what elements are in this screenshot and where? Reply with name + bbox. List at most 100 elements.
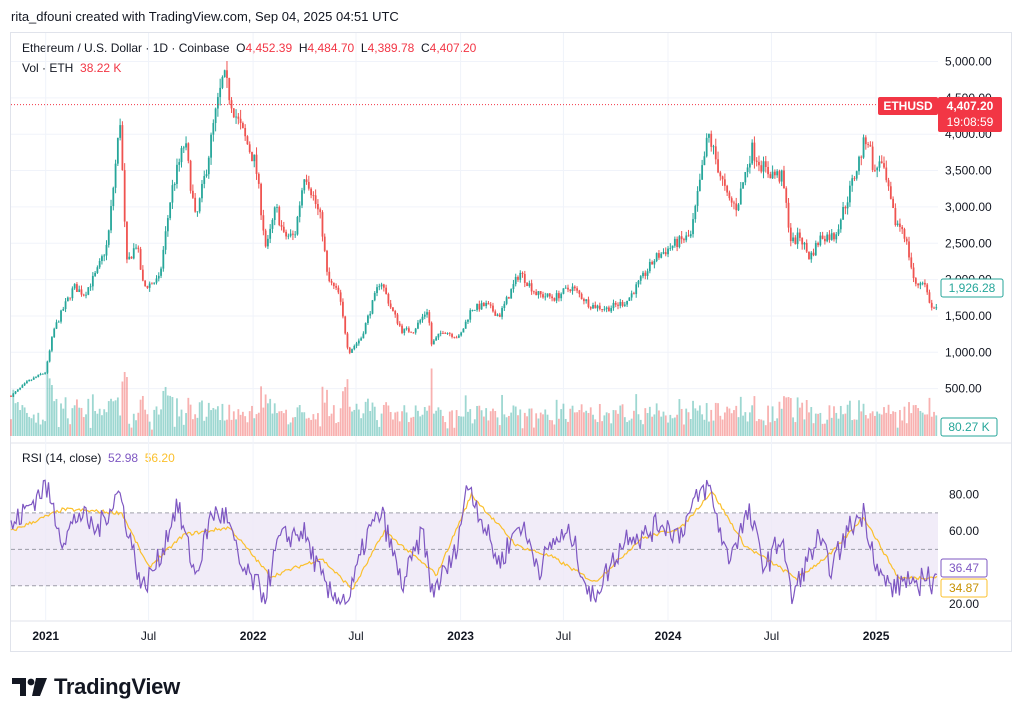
volume-bar bbox=[919, 410, 922, 436]
candle-body bbox=[594, 304, 597, 309]
candle-body bbox=[16, 389, 19, 392]
volume-bar bbox=[637, 414, 640, 436]
candle-body bbox=[128, 256, 131, 260]
candle-body bbox=[810, 252, 813, 260]
candle-body bbox=[421, 316, 424, 321]
volume-bar bbox=[55, 398, 58, 436]
candle-body bbox=[787, 202, 790, 228]
volume-bar bbox=[535, 413, 538, 436]
candle-body bbox=[505, 297, 508, 304]
price-tick-label: 1,000.00 bbox=[945, 345, 992, 359]
volume-bar bbox=[235, 419, 237, 436]
candle-body bbox=[276, 206, 278, 208]
volume-bar bbox=[216, 406, 219, 436]
candle-body bbox=[664, 252, 667, 255]
volume-bar bbox=[69, 424, 72, 436]
volume-bar bbox=[930, 416, 933, 436]
volume-bar bbox=[837, 418, 840, 436]
rsi-badge-bg bbox=[940, 558, 988, 578]
candle-body bbox=[676, 238, 679, 248]
candle-body bbox=[387, 293, 390, 304]
volume-bar bbox=[296, 407, 299, 436]
volume-bar bbox=[171, 397, 174, 436]
volume-bar bbox=[532, 427, 535, 436]
volume-bar bbox=[53, 401, 56, 436]
volume-bar bbox=[123, 371, 126, 436]
candle-body bbox=[480, 303, 483, 310]
volume-bar bbox=[492, 408, 494, 436]
volume-bar bbox=[683, 424, 685, 436]
volume-bar bbox=[751, 405, 754, 436]
volume-bar bbox=[342, 391, 344, 436]
volume-bar bbox=[107, 401, 110, 436]
candle-body bbox=[735, 203, 738, 211]
volume-bar bbox=[871, 411, 874, 436]
volume-bar bbox=[530, 408, 533, 436]
tradingview-logo[interactable]: TradingView bbox=[12, 674, 180, 700]
volume-bar bbox=[576, 412, 578, 436]
volume-bar bbox=[603, 415, 606, 436]
candle-body bbox=[323, 236, 326, 251]
volume-bar bbox=[885, 412, 888, 436]
open-value: 4,452.39 bbox=[245, 41, 293, 55]
candle-body bbox=[444, 333, 447, 334]
volume-bar bbox=[357, 409, 360, 436]
volume-bar bbox=[851, 420, 854, 436]
volume-bar bbox=[521, 428, 524, 436]
volume-bar bbox=[228, 404, 231, 436]
volume-bar bbox=[16, 402, 19, 436]
candle-body bbox=[619, 301, 622, 306]
candle-body bbox=[289, 233, 292, 236]
candle-body bbox=[26, 381, 28, 384]
volume-bar bbox=[551, 420, 553, 436]
volume-bar bbox=[462, 416, 465, 436]
volume-bar bbox=[580, 404, 583, 436]
volume-bar bbox=[539, 412, 542, 436]
volume-bar bbox=[833, 406, 835, 436]
candle-body bbox=[10, 395, 12, 397]
volume-bar bbox=[62, 408, 65, 436]
candle-body bbox=[789, 227, 792, 242]
volume-bar bbox=[567, 421, 569, 436]
candle-body bbox=[48, 350, 51, 362]
candle-body bbox=[205, 174, 208, 177]
volume-bar bbox=[353, 409, 356, 436]
instrument-title[interactable]: Ethereum / U.S. Dollar · 1D · Coinbase bbox=[22, 41, 230, 55]
volume-bar bbox=[703, 419, 706, 436]
candle-body bbox=[844, 206, 847, 209]
volume-bar bbox=[678, 399, 681, 436]
volume-bar bbox=[758, 418, 760, 436]
candle-body bbox=[839, 219, 842, 230]
volume-bar bbox=[478, 405, 481, 436]
candle-body bbox=[644, 272, 647, 276]
volume-bar bbox=[112, 401, 115, 436]
rsi-value: 52.98 bbox=[108, 451, 139, 465]
volume-bar bbox=[639, 419, 642, 436]
candle-body bbox=[44, 372, 47, 374]
volume-bar bbox=[667, 422, 669, 436]
volume-bar bbox=[364, 401, 367, 436]
volume-bar bbox=[146, 414, 149, 436]
candle-body bbox=[369, 313, 372, 316]
volume-label[interactable]: Vol · ETH bbox=[22, 61, 74, 75]
candle-body bbox=[269, 228, 272, 239]
candle-body bbox=[153, 282, 156, 284]
volume-bar bbox=[198, 402, 201, 436]
open-label: O bbox=[236, 41, 246, 55]
volume-bar bbox=[814, 413, 817, 436]
price-candles bbox=[10, 60, 938, 398]
candle-body bbox=[503, 303, 506, 309]
rsi-label[interactable]: RSI (14, close) bbox=[22, 451, 102, 465]
volume-bar bbox=[96, 413, 99, 436]
candle-body bbox=[14, 391, 17, 394]
volume-bar bbox=[748, 412, 751, 436]
candle-body bbox=[321, 212, 324, 237]
candle-body bbox=[658, 253, 660, 258]
candle-body bbox=[439, 332, 442, 334]
volume-bar bbox=[448, 411, 451, 436]
candle-body bbox=[328, 271, 331, 282]
volume-bar bbox=[346, 379, 349, 436]
volume-bar bbox=[246, 422, 249, 436]
candle-body bbox=[723, 179, 726, 186]
